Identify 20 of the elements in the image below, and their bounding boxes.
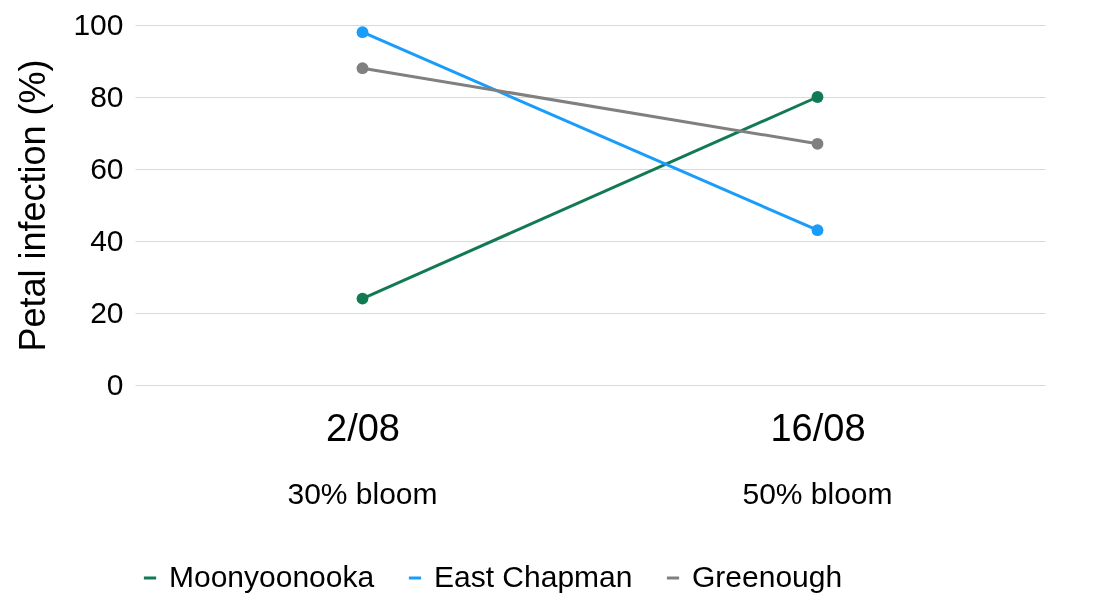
point <box>356 292 369 305</box>
text: 50% bloom <box>742 477 893 510</box>
y-tick-label: 60 <box>90 151 124 185</box>
legend-label: East Chapman <box>434 560 633 593</box>
point <box>811 137 824 150</box>
text: 30% bloom <box>287 477 438 510</box>
y-tick-label: 80 <box>90 79 124 113</box>
point <box>356 62 369 75</box>
y-tick-label: 20 <box>90 295 124 329</box>
x-tick-label: 2/08 <box>326 406 400 449</box>
y-tick-label: 100 <box>73 7 124 41</box>
y-tick-label: 0 <box>106 367 124 401</box>
legend-label: Moonyoonooka <box>169 560 375 593</box>
legend-label: Greenough <box>692 560 843 593</box>
y-axis-title: Petal infection (%) <box>12 59 54 352</box>
point <box>811 224 824 237</box>
y-tick-label: 40 <box>90 223 124 257</box>
point <box>811 91 824 103</box>
x-tick-label: 16/08 <box>770 406 866 449</box>
point <box>356 26 369 39</box>
